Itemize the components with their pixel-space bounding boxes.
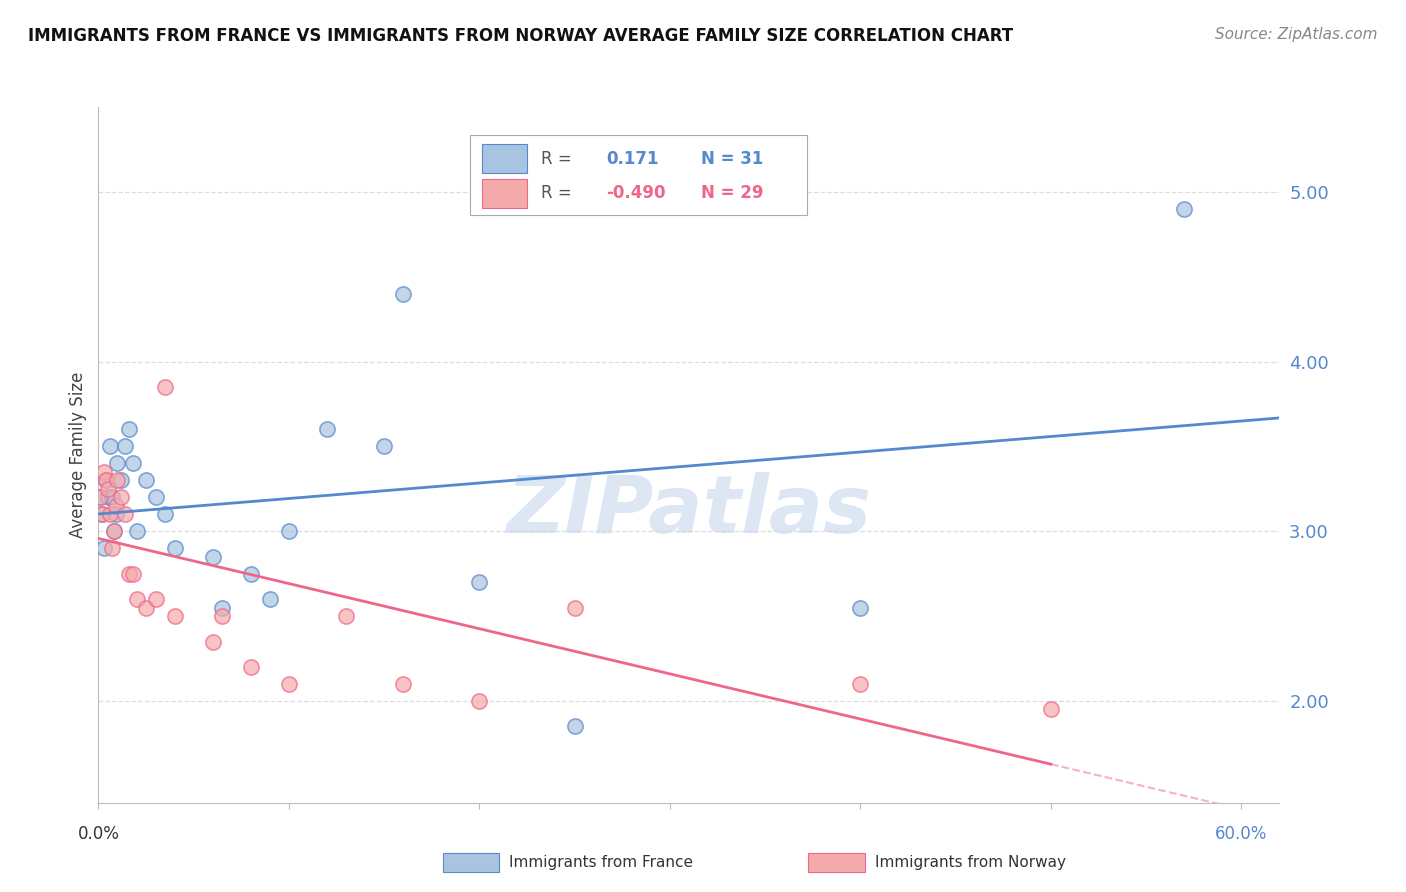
Point: [1039, 702, 1062, 716]
Point: [118, 422, 141, 436]
Point: [145, 491, 167, 505]
Point: [163, 541, 186, 556]
Point: [91, 508, 114, 522]
Point: [849, 677, 872, 691]
Text: R =: R =: [541, 150, 572, 168]
Point: [259, 592, 281, 607]
Point: [94, 474, 117, 488]
Point: [100, 491, 122, 505]
Point: [1173, 202, 1195, 216]
Point: [564, 600, 586, 615]
Point: [211, 609, 233, 624]
Point: [121, 566, 143, 581]
Point: [239, 660, 262, 674]
Point: [110, 474, 132, 488]
Point: [93, 541, 115, 556]
Point: [201, 634, 224, 648]
FancyBboxPatch shape: [471, 135, 807, 215]
Bar: [482, 178, 527, 208]
Point: [121, 457, 143, 471]
Point: [98, 508, 121, 522]
Point: [153, 380, 176, 394]
Text: 60.0%: 60.0%: [1215, 825, 1268, 843]
Point: [125, 524, 148, 539]
Point: [97, 482, 120, 496]
Point: [468, 575, 491, 590]
Point: [107, 457, 129, 471]
Point: [104, 508, 127, 522]
Point: [94, 474, 117, 488]
Point: [153, 508, 176, 522]
Point: [118, 566, 141, 581]
Point: [201, 549, 224, 564]
Point: [104, 499, 127, 513]
Point: [392, 677, 415, 691]
Point: [91, 508, 114, 522]
Point: [849, 600, 872, 615]
Point: [98, 439, 121, 453]
Point: [277, 677, 299, 691]
Point: [564, 719, 586, 733]
Point: [392, 286, 415, 301]
Text: R =: R =: [541, 185, 572, 202]
Text: -0.490: -0.490: [606, 185, 666, 202]
Text: Immigrants from France: Immigrants from France: [509, 855, 693, 870]
Point: [103, 524, 125, 539]
Point: [89, 491, 111, 505]
Text: IMMIGRANTS FROM FRANCE VS IMMIGRANTS FROM NORWAY AVERAGE FAMILY SIZE CORRELATION: IMMIGRANTS FROM FRANCE VS IMMIGRANTS FRO…: [28, 27, 1014, 45]
Point: [125, 592, 148, 607]
Point: [93, 465, 115, 479]
Bar: [482, 144, 527, 173]
Text: Immigrants from Norway: Immigrants from Norway: [875, 855, 1066, 870]
Point: [97, 491, 120, 505]
Point: [107, 474, 129, 488]
Text: Source: ZipAtlas.com: Source: ZipAtlas.com: [1215, 27, 1378, 42]
Point: [468, 694, 491, 708]
Point: [163, 609, 186, 624]
Y-axis label: Average Family Size: Average Family Size: [69, 372, 87, 538]
Point: [100, 541, 122, 556]
Point: [135, 474, 157, 488]
Point: [135, 600, 157, 615]
Point: [316, 422, 339, 436]
Point: [373, 439, 395, 453]
Point: [103, 524, 125, 539]
Point: [114, 439, 136, 453]
Text: N = 29: N = 29: [700, 185, 763, 202]
Text: 0.171: 0.171: [606, 150, 659, 168]
Point: [89, 491, 111, 505]
Point: [145, 592, 167, 607]
Point: [277, 524, 299, 539]
Point: [335, 609, 357, 624]
Text: ZIPatlas: ZIPatlas: [506, 472, 872, 549]
Text: 0.0%: 0.0%: [77, 825, 120, 843]
Text: N = 31: N = 31: [700, 150, 763, 168]
Point: [239, 566, 262, 581]
Point: [114, 508, 136, 522]
Point: [211, 600, 233, 615]
Point: [110, 491, 132, 505]
